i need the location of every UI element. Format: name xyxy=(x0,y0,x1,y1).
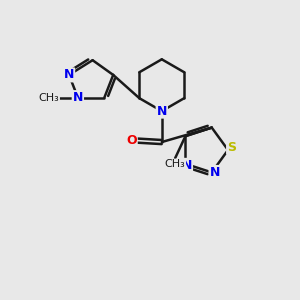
Text: N: N xyxy=(157,105,167,118)
Text: N: N xyxy=(73,91,83,104)
Text: S: S xyxy=(227,141,236,154)
Text: N: N xyxy=(209,166,220,179)
Text: CH₃: CH₃ xyxy=(39,93,59,103)
Text: O: O xyxy=(126,134,137,147)
Text: N: N xyxy=(182,159,192,172)
Text: N: N xyxy=(64,68,74,81)
Text: CH₃: CH₃ xyxy=(165,159,185,169)
